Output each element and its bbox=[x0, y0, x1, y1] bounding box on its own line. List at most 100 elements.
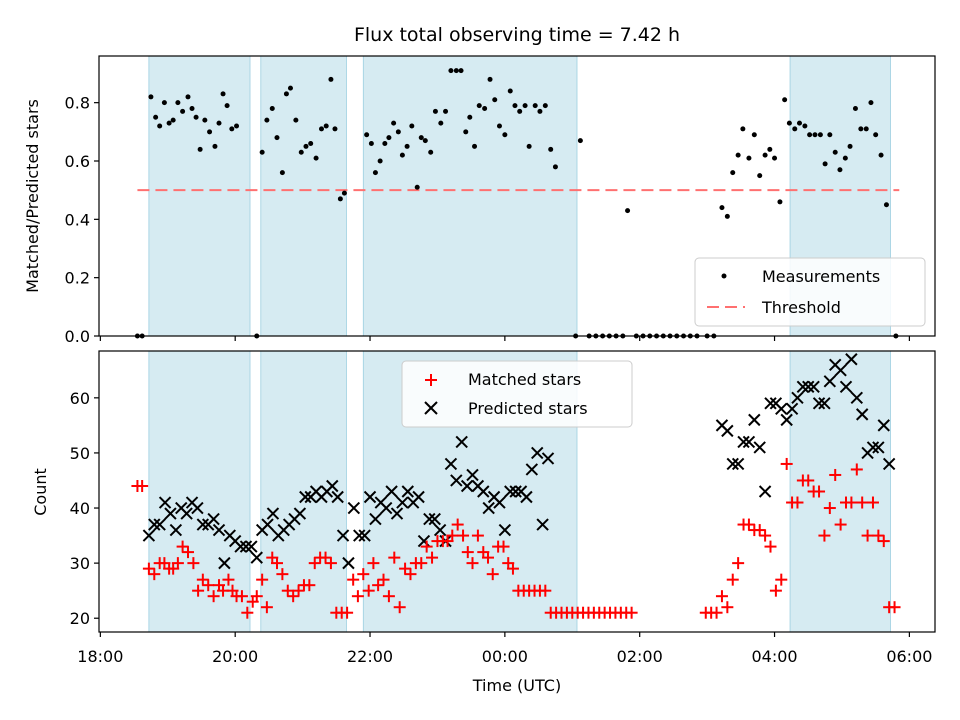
matched-point bbox=[372, 579, 385, 592]
matched-point bbox=[451, 518, 464, 531]
measurement-point bbox=[234, 123, 240, 129]
matched-point bbox=[834, 518, 847, 531]
measurement-point bbox=[259, 149, 265, 155]
measurement-point bbox=[386, 135, 392, 141]
predicted-point bbox=[493, 496, 506, 509]
measurement-point bbox=[368, 141, 374, 146]
bottom-legend: Matched stars Predicted stars bbox=[401, 360, 633, 428]
measurement-point bbox=[858, 126, 864, 132]
matched-point bbox=[319, 551, 332, 564]
y-tick-label: 0.8 bbox=[65, 94, 90, 113]
top-y-axis-label: Matched/Predicted stars bbox=[23, 99, 42, 293]
measurement-points bbox=[134, 68, 899, 339]
legend-measurements-marker bbox=[721, 273, 727, 279]
measurement-point bbox=[878, 152, 884, 158]
predicted-point bbox=[850, 391, 864, 405]
predicted-point bbox=[331, 490, 344, 504]
measurement-point bbox=[502, 132, 508, 138]
matched-point bbox=[486, 568, 499, 581]
measurement-point bbox=[487, 76, 493, 82]
matched-point bbox=[136, 479, 149, 492]
measurement-point bbox=[448, 68, 454, 74]
measurement-point bbox=[283, 91, 289, 97]
matched-point bbox=[457, 529, 470, 542]
measurement-point bbox=[332, 126, 338, 132]
matched-point bbox=[888, 601, 901, 614]
measurement-point bbox=[293, 117, 299, 123]
predicted-point bbox=[369, 512, 382, 526]
predicted-point bbox=[390, 507, 404, 520]
predicted-point bbox=[498, 523, 512, 537]
measurement-point bbox=[382, 141, 388, 146]
predicted-point bbox=[353, 529, 366, 542]
predicted-point bbox=[509, 485, 522, 498]
matched-point bbox=[362, 584, 375, 597]
matched-point bbox=[872, 529, 885, 542]
matched-point bbox=[292, 584, 305, 597]
top-legend-box bbox=[694, 257, 926, 327]
measurement-point bbox=[372, 170, 378, 176]
matched-point bbox=[446, 529, 459, 542]
measurement-point bbox=[492, 97, 498, 103]
chart-title: Flux total observing time = 7.42 h bbox=[354, 24, 680, 46]
matched-point bbox=[260, 601, 273, 614]
measurement-point bbox=[229, 126, 235, 132]
predicted-point bbox=[148, 518, 161, 531]
matched-point bbox=[461, 546, 474, 559]
measurement-point bbox=[847, 143, 853, 149]
measurement-point bbox=[202, 117, 208, 123]
measurement-point bbox=[274, 135, 280, 141]
predicted-point bbox=[780, 413, 793, 427]
matched-point bbox=[367, 557, 380, 570]
measurement-point bbox=[537, 108, 543, 114]
matched-point bbox=[415, 557, 428, 570]
predicted-point bbox=[326, 479, 339, 493]
y-tick-label: 0.0 bbox=[65, 327, 90, 346]
predicted-point bbox=[726, 457, 739, 471]
predicted-point bbox=[379, 501, 393, 515]
matched-point bbox=[351, 590, 364, 603]
predicted-point bbox=[866, 441, 880, 454]
matched-point bbox=[287, 590, 300, 603]
matched-point bbox=[775, 573, 788, 586]
measurement-point bbox=[391, 120, 397, 126]
matched-point bbox=[171, 557, 184, 570]
measurement-point bbox=[287, 85, 293, 91]
predicted-point bbox=[818, 397, 831, 410]
measurement-point bbox=[432, 108, 438, 114]
measurement-point bbox=[364, 132, 370, 138]
predicted-point bbox=[336, 529, 350, 542]
matched-point bbox=[715, 590, 728, 603]
measurement-point bbox=[542, 103, 548, 109]
bottom-y-axis: 20 30 40 50 60 bbox=[70, 389, 99, 628]
measurement-point bbox=[303, 143, 309, 149]
predicted-point bbox=[396, 496, 409, 509]
measurement-point bbox=[323, 123, 329, 129]
measurement-point bbox=[740, 126, 746, 132]
measurement-point bbox=[341, 190, 347, 196]
measurement-point bbox=[185, 94, 191, 100]
measurement-point bbox=[148, 94, 154, 100]
measurement-point bbox=[395, 129, 401, 135]
matched-point bbox=[202, 579, 215, 592]
measurement-point bbox=[751, 132, 757, 138]
predicted-point bbox=[196, 518, 210, 531]
predicted-point bbox=[775, 402, 788, 416]
legend-matched-label: Matched stars bbox=[468, 370, 581, 389]
matched-point bbox=[856, 496, 869, 509]
measurement-point bbox=[399, 152, 405, 158]
matched-point bbox=[393, 601, 406, 614]
measurement-point bbox=[730, 170, 736, 176]
matched-point bbox=[850, 463, 863, 476]
matched-point bbox=[270, 557, 283, 570]
predicted-point bbox=[450, 474, 463, 487]
measurement-point bbox=[308, 141, 314, 146]
measurement-point bbox=[496, 123, 502, 129]
measurement-point bbox=[337, 196, 343, 202]
measurement-point bbox=[453, 68, 459, 74]
predicted-point bbox=[293, 507, 307, 520]
measurement-point bbox=[153, 114, 159, 120]
measurement-point bbox=[772, 155, 778, 161]
predicted-point bbox=[737, 435, 750, 449]
measurement-point bbox=[532, 103, 538, 109]
